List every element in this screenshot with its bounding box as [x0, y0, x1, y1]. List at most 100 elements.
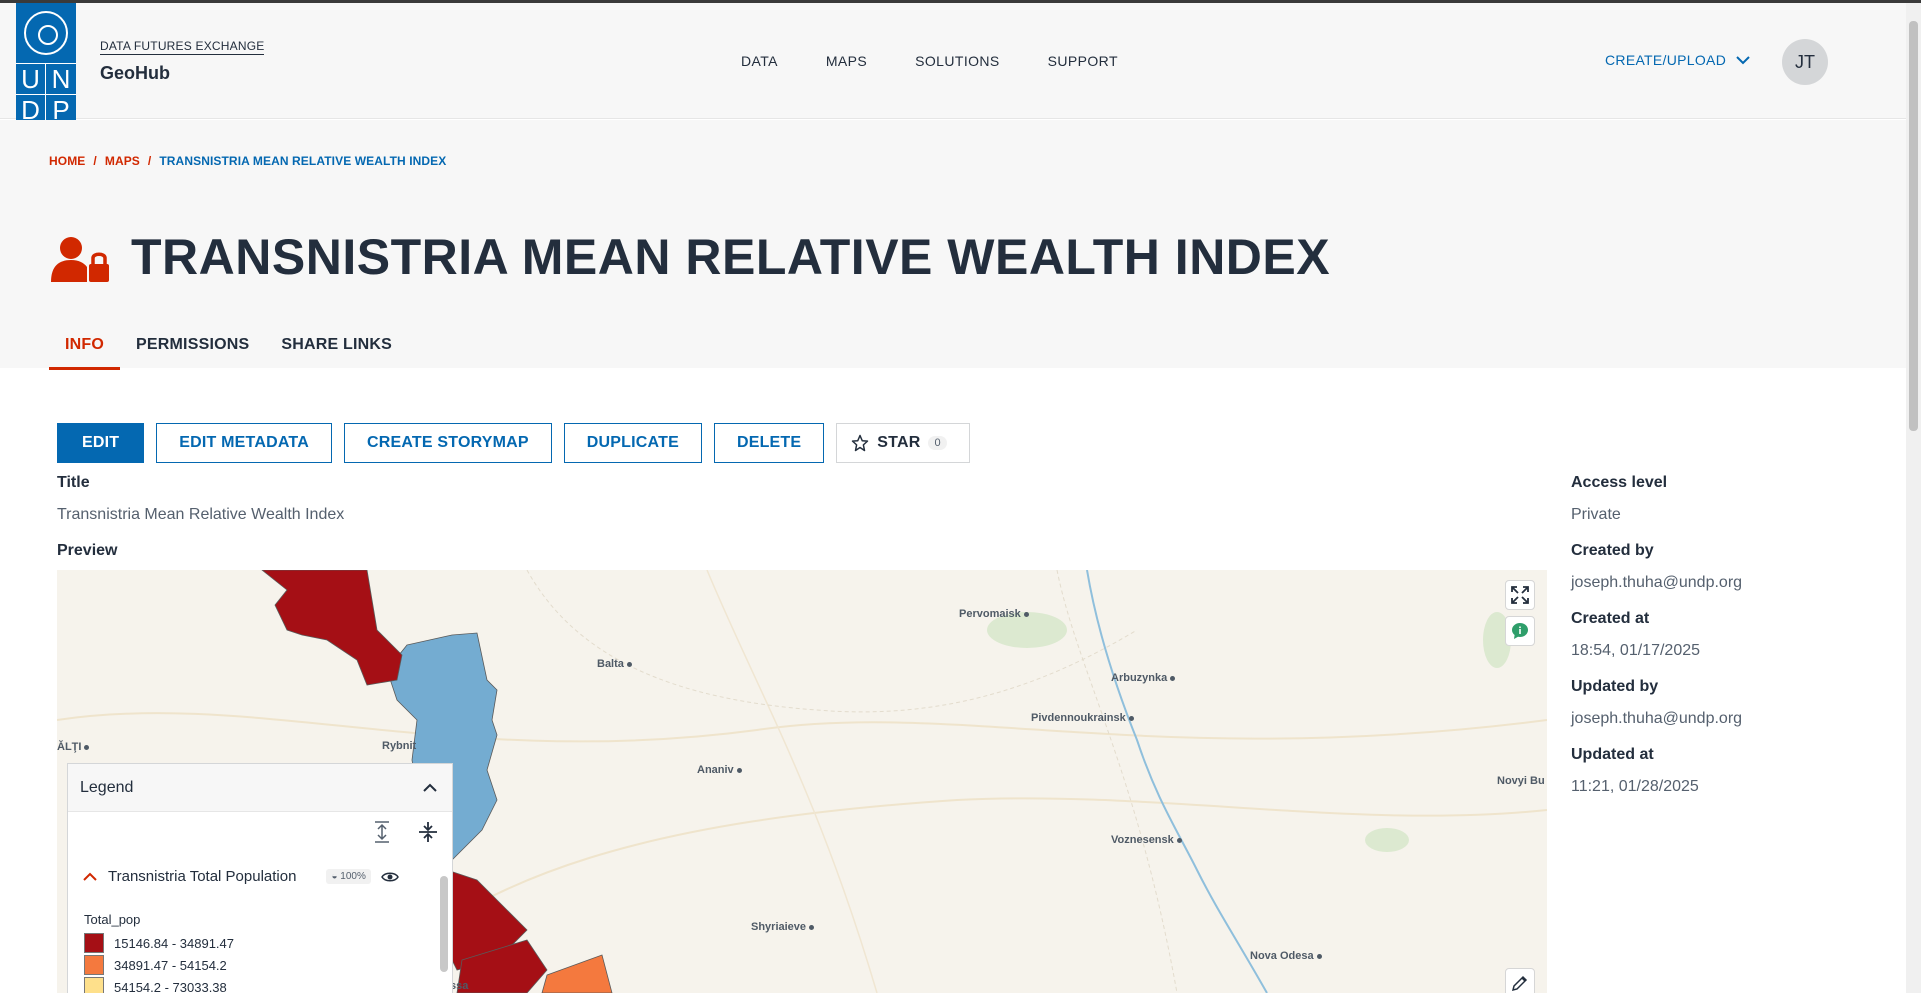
attribution-icon — [1512, 623, 1528, 639]
chevron-up-icon[interactable] — [422, 783, 438, 793]
legend-class-label: 54154.2 - 73033.38 — [114, 979, 227, 993]
map-label-shyriaieve: Shyriaieve — [751, 921, 815, 933]
create-storymap-button[interactable]: CREATE STORYMAP — [343, 423, 552, 463]
breadcrumb: HOME / MAPS / TRANSNISTRIA MEAN RELATIVE… — [49, 154, 446, 168]
expand-all-button[interactable] — [368, 818, 396, 846]
map-label-pervomaisk: Pervomaisk — [959, 608, 1029, 620]
nav-maps[interactable]: MAPS — [825, 53, 868, 69]
map-label-balti: ĂLŢI — [57, 741, 90, 753]
user-lock-icon — [51, 237, 109, 282]
legend-class-item: 34891.47 - 54154.2 — [84, 954, 234, 976]
page-scrollbar[interactable] — [1906, 3, 1921, 993]
opacity-badge[interactable]: ◒ 100% — [326, 869, 371, 884]
legend-header[interactable]: Legend — [68, 764, 452, 812]
window-top-border — [0, 0, 1921, 3]
access-level-label: Access level — [1571, 474, 1668, 491]
legend-scrollbar[interactable] — [440, 864, 448, 993]
map-label-voznesensk: Voznesensk — [1111, 834, 1182, 846]
map-label-balta: Balta — [597, 658, 632, 670]
access-level-value: Private — [1571, 506, 1621, 523]
attribution-button[interactable] — [1505, 616, 1535, 646]
star-count: 0 — [928, 436, 947, 450]
legend-swatch — [84, 933, 104, 953]
chevron-up-icon[interactable] — [82, 872, 98, 882]
edit-button[interactable]: EDIT — [57, 423, 145, 463]
logo-letter: N — [46, 63, 76, 94]
tab-info[interactable]: INFO — [49, 333, 121, 370]
page-scroll-thumb[interactable] — [1909, 21, 1918, 431]
updated-by-label: Updated by — [1571, 678, 1659, 695]
un-emblem-icon — [24, 11, 68, 55]
title-value: Transnistria Mean Relative Wealth Index — [57, 506, 345, 523]
chevron-down-icon — [1736, 56, 1750, 65]
opacity-icon: ◒ — [331, 871, 341, 882]
star-button[interactable]: STAR 0 — [836, 423, 970, 463]
user-avatar[interactable]: JT — [1782, 39, 1828, 85]
action-buttons: EDIT EDIT METADATA CREATE STORYMAP DUPLI… — [57, 423, 970, 463]
legend-class-item: 54154.2 - 73033.38 — [84, 976, 234, 993]
site-header: U N D P DATA FUTURES EXCHANGE GeoHub DAT… — [0, 3, 1906, 125]
brand-subtitle[interactable]: DATA FUTURES EXCHANGE — [100, 39, 265, 55]
updated-at-label: Updated at — [1571, 746, 1654, 763]
page-header-band — [0, 120, 1906, 368]
edit-metadata-button[interactable]: EDIT METADATA — [156, 423, 332, 463]
brand-name[interactable]: GeoHub — [100, 63, 170, 83]
tab-bar: INFO PERMISSIONS SHARE LINKS — [49, 333, 408, 370]
eye-icon[interactable] — [380, 871, 399, 883]
nav-support[interactable]: SUPPORT — [1047, 53, 1118, 69]
nav-solutions[interactable]: SOLUTIONS — [915, 53, 1000, 69]
logo-letter: P — [46, 94, 76, 125]
expand-vertical-icon — [375, 821, 389, 843]
logo-letters: U N D P — [16, 63, 76, 125]
map-label-nova-odesa: Nova Odesa — [1250, 950, 1322, 962]
draw-button[interactable] — [1505, 968, 1535, 993]
duplicate-button[interactable]: DUPLICATE — [563, 423, 702, 463]
collapse-all-button[interactable] — [414, 818, 442, 846]
tab-permissions[interactable]: PERMISSIONS — [136, 336, 250, 353]
legend-layer-row: Transnistria Total Population ◒ 100% — [82, 868, 422, 885]
fullscreen-button[interactable] — [1505, 580, 1535, 610]
breadcrumb-maps[interactable]: MAPS — [104, 154, 140, 168]
star-label: STAR — [877, 434, 921, 451]
create-upload-label: CREATE/UPLOAD — [1605, 52, 1727, 68]
map-label-rybnitsa: Rybnit — [382, 740, 417, 752]
collapse-vertical-icon — [419, 822, 437, 842]
logo-letter: U — [16, 63, 46, 94]
map-label-odessa: ssa — [450, 980, 469, 992]
page-title: TRANSNISTRIA MEAN RELATIVE WEALTH INDEX — [131, 229, 1331, 285]
create-upload-dropdown[interactable]: CREATE/UPLOAD — [1605, 52, 1750, 68]
legend-class-label: 15146.84 - 34891.47 — [114, 935, 234, 951]
created-by-value: joseph.thuha@undp.org — [1571, 574, 1743, 591]
legend-class-item: 15146.84 - 34891.47 — [84, 932, 234, 954]
legend-tools — [368, 818, 442, 846]
undp-logo[interactable]: U N D P — [16, 3, 76, 125]
nav-data[interactable]: DATA — [741, 53, 778, 69]
legend-class-label: 34891.47 - 54154.2 — [114, 957, 227, 973]
breadcrumb-separator: / — [147, 154, 152, 168]
breadcrumb-separator: / — [93, 154, 97, 168]
legend-swatch — [84, 955, 104, 975]
legend-scroll-thumb[interactable] — [440, 876, 448, 972]
breadcrumb-home[interactable]: HOME — [49, 154, 86, 168]
delete-button[interactable]: DELETE — [713, 423, 825, 463]
created-by-label: Created by — [1571, 542, 1654, 559]
map-label-arbuzynka: Arbuzynka — [1111, 672, 1176, 684]
fullscreen-icon — [1511, 586, 1529, 604]
legend-title: Legend — [80, 778, 134, 796]
title-label: Title — [57, 474, 90, 491]
pencil-icon — [1511, 975, 1528, 992]
updated-at-value: 11:21, 01/28/2025 — [1571, 778, 1699, 795]
layer-name: Transnistria Total Population — [108, 868, 297, 885]
legend-class-list: 15146.84 - 34891.47 34891.47 - 54154.2 5… — [84, 932, 234, 993]
updated-by-value: joseph.thuha@undp.org — [1571, 710, 1743, 727]
tab-share-links[interactable]: SHARE LINKS — [281, 336, 393, 353]
created-at-value: 18:54, 01/17/2025 — [1571, 642, 1701, 659]
main-nav: DATA MAPS SOLUTIONS SUPPORT — [741, 53, 1166, 69]
legend-swatch — [84, 977, 104, 993]
map-label-novyi-buh: Novyi Bu — [1497, 775, 1545, 787]
map-legend: Legend Transnistria Total Population ◒ 1… — [67, 763, 453, 993]
star-icon — [852, 434, 869, 452]
map-preview[interactable]: Pervomaisk Balta Arbuzynka Pivdennoukrai… — [57, 570, 1547, 993]
logo-letter: D — [16, 94, 46, 125]
created-at-label: Created at — [1571, 610, 1650, 627]
